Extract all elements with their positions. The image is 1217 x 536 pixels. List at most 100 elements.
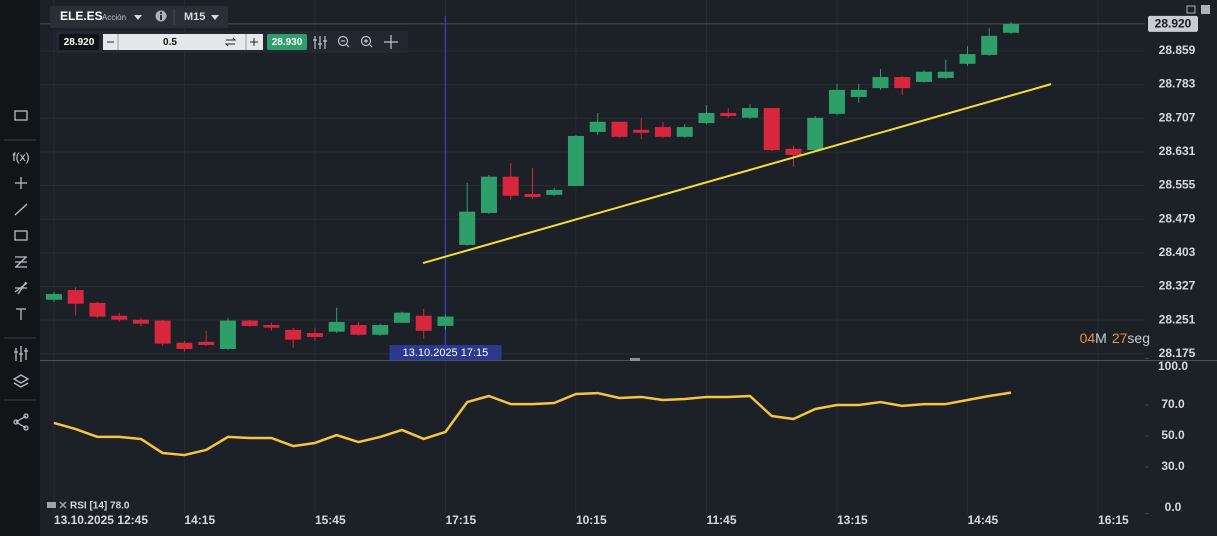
rsi-pane [53, 358, 1149, 514]
candle-body [111, 315, 128, 320]
candle-body [611, 121, 628, 137]
candle-body [198, 341, 215, 345]
candle-body [241, 320, 258, 326]
quantity-input[interactable] [103, 34, 263, 50]
candle-body [546, 189, 563, 195]
candle-body [393, 312, 410, 323]
symbol-toolbar: ELE.ES Acción M15 28.920 0.5 28.930 [50, 6, 408, 53]
layers-icon[interactable] [12, 374, 30, 388]
candle-body [306, 332, 323, 337]
candle-body [437, 316, 454, 326]
rsi-remove-icon[interactable] [59, 501, 67, 509]
y-tick-label: 100.0 [1158, 359, 1188, 373]
swap-button[interactable] [224, 37, 237, 47]
bid-price[interactable]: 28.920 [64, 37, 95, 48]
countdown-minutes: 04 [1080, 330, 1096, 346]
chart-type-icon[interactable] [14, 110, 28, 121]
last-price-box [1148, 15, 1198, 32]
buy-button[interactable] [267, 34, 307, 50]
candle-body [219, 320, 236, 349]
trendline-tool-icon[interactable] [14, 203, 28, 216]
candle-body [154, 320, 171, 344]
candle-body [285, 329, 302, 340]
candle-body [676, 127, 693, 137]
candle-body [263, 325, 280, 328]
x-tick-label: 17:15 [445, 513, 476, 527]
y-tick-label: 28.403 [1159, 245, 1196, 259]
candle-body [524, 193, 541, 198]
sidebar-tools [4, 110, 36, 431]
pan-button[interactable] [384, 35, 398, 49]
candle-body [480, 176, 497, 213]
y-tick-label: 28.783 [1159, 77, 1196, 91]
countdown-seconds: 27 [1112, 330, 1128, 346]
x-tick-label: 14:45 [968, 513, 999, 527]
grid [40, 0, 1145, 514]
rsi-legend: RSI [14] 78.0 [70, 501, 130, 512]
countdown-minutes-unit: M [1095, 330, 1107, 346]
sell-button[interactable] [59, 34, 99, 50]
x-tick-label: 13:15 [837, 513, 868, 527]
candle-body [981, 35, 998, 55]
candle-body [459, 211, 476, 245]
candle-body [698, 112, 715, 124]
countdown: 04M 27seg [1080, 330, 1150, 346]
candle-body [763, 108, 780, 151]
zoom-in-button[interactable] [360, 35, 372, 47]
trendline [422, 83, 1052, 264]
x-tick-label: 16:15 [1098, 513, 1129, 527]
symbol-dropdown[interactable] [134, 15, 142, 20]
y-tick-label: 28.251 [1159, 312, 1196, 326]
left-sidebar [0, 0, 40, 536]
x-tick-label: 10:15 [576, 513, 607, 527]
minimize-button[interactable] [1186, 5, 1196, 14]
quantity[interactable]: 0.5 [163, 37, 177, 48]
y-tick-label: 50.0 [1161, 428, 1185, 442]
x-tick-label: 13.10.2025 12:45 [54, 513, 148, 527]
candle-body [328, 321, 345, 332]
maximize-button[interactable] [1201, 5, 1210, 14]
x-tick-label: 14:15 [184, 513, 215, 527]
ask-price[interactable]: 28.930 [272, 37, 303, 48]
candle-body [916, 71, 932, 82]
rsi-settings-icon[interactable] [47, 502, 56, 508]
instrument-type: Acción [102, 13, 126, 22]
timeframe[interactable]: M15 [184, 11, 205, 23]
rectangle-tool-icon[interactable] [14, 230, 28, 241]
y-tick-label: 28.479 [1159, 211, 1196, 225]
pane-resize-handle[interactable] [630, 358, 640, 361]
price-pane [40, 16, 1145, 352]
candle-body [372, 325, 389, 335]
indicators-icon[interactable] [14, 346, 28, 362]
fibonacci-tool-icon[interactable] [15, 256, 27, 268]
countdown-seconds-unit: seg [1127, 330, 1150, 346]
channel-tool-icon[interactable] [14, 281, 28, 295]
y-tick-label: 28.327 [1159, 279, 1196, 293]
last-price-label: 28.920 [1155, 17, 1192, 31]
candle-body [633, 129, 650, 133]
candle-body [850, 89, 867, 97]
timeframe-dropdown[interactable] [211, 15, 219, 20]
y-tick-label: 28.175 [1159, 346, 1196, 360]
y-tick-label: 28.555 [1159, 178, 1196, 192]
function-icon[interactable]: f(x) [12, 150, 29, 164]
candle-body [132, 319, 149, 324]
text-tool-icon[interactable] [16, 308, 26, 320]
x-tick-label: 11:45 [706, 513, 736, 527]
indicators-button[interactable] [313, 36, 327, 49]
candle-body [654, 127, 671, 137]
candle-body [785, 148, 802, 155]
candle-body [741, 108, 758, 118]
candle-body [567, 135, 584, 186]
zoom-out-button[interactable] [337, 35, 349, 47]
candle-body [589, 121, 606, 132]
symbol[interactable]: ELE.ES [60, 9, 103, 23]
candle-body [872, 77, 889, 89]
candle-body [807, 117, 824, 151]
candle-body [828, 89, 845, 114]
y-tick-label: 28.859 [1159, 43, 1196, 57]
y-tick-label: 30.0 [1161, 459, 1185, 473]
